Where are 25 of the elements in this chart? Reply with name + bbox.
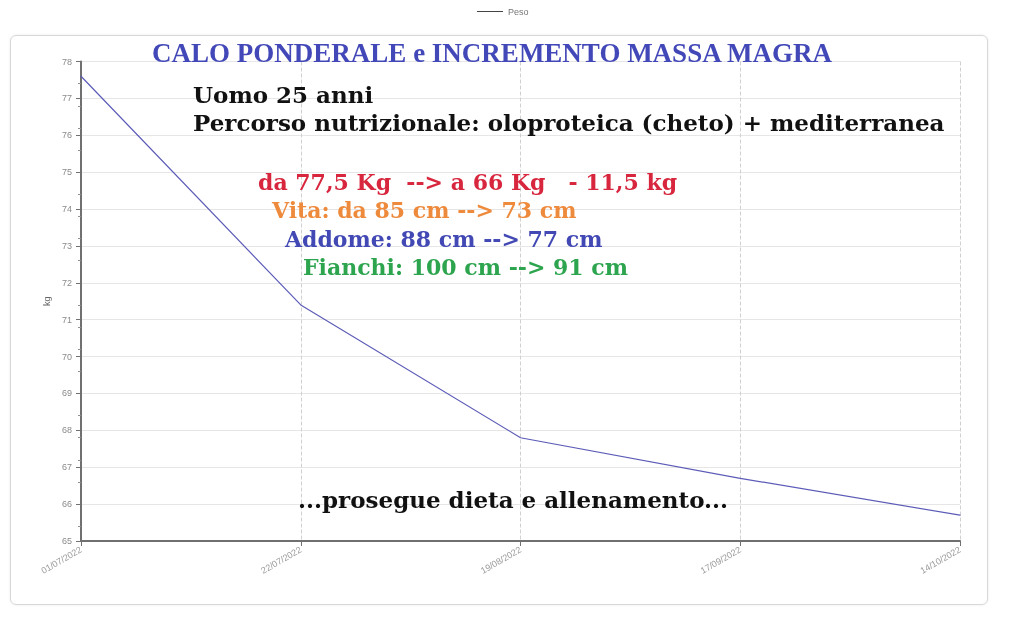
- annotation: Uomo 25 anni: [193, 81, 374, 108]
- y-tick-label: 72: [61, 277, 72, 288]
- annotation: Percorso nutrizionale: oloproteica (cheto) + mediterranea: [193, 109, 945, 136]
- annotation: Addome: 88 cm --> 77 cm: [284, 226, 603, 252]
- y-tick-label: 69: [61, 388, 72, 399]
- line-series: [80, 75, 961, 516]
- y-tick-label: 78: [61, 56, 72, 67]
- y-tick-label: 76: [61, 130, 72, 141]
- y-tick-label: 73: [61, 240, 72, 251]
- y-tick-label: 68: [61, 425, 72, 436]
- y-tick-label: 75: [61, 167, 72, 178]
- annotation: Fianchi: 100 cm --> 91 cm: [303, 254, 628, 280]
- text: Peso: [508, 6, 529, 17]
- y-tick-label: 71: [61, 314, 72, 325]
- y-tick-label: 66: [61, 499, 72, 510]
- annotation: da 77,5 Kg --> a 66 Kg - 11,5 kg: [258, 169, 678, 195]
- annotation: Vita: da 85 cm --> 73 cm: [271, 197, 577, 223]
- y-tick-label: 67: [61, 462, 72, 473]
- y-tick-label: 65: [61, 536, 72, 546]
- annotation: ...prosegue dieta e allenamento...: [298, 486, 729, 513]
- chart-title: CALO PONDERALE e INCREMENTO MASSA MAGRA: [152, 37, 833, 68]
- y-tick-label: 70: [61, 351, 72, 362]
- y-tick-label: 77: [61, 93, 72, 104]
- y-tick-label: 74: [61, 204, 72, 215]
- y-axis-title: kg: [41, 296, 52, 307]
